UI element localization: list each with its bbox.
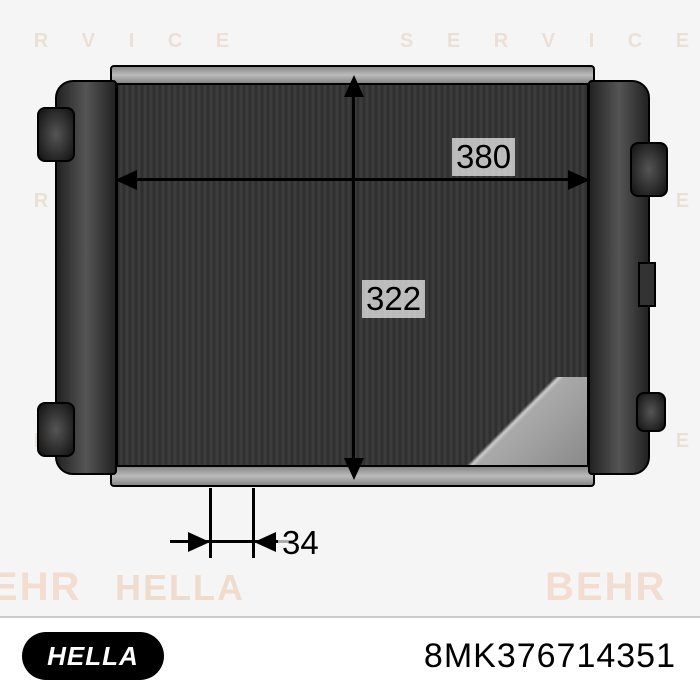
arrow-up-icon bbox=[344, 75, 364, 97]
dim-label-width: 380 bbox=[452, 138, 515, 176]
port-top-left bbox=[37, 107, 75, 162]
arrow-right-icon bbox=[568, 170, 590, 190]
port-bottom-right bbox=[636, 392, 666, 432]
port-top-right bbox=[630, 142, 668, 197]
radiator-tank-right bbox=[588, 80, 650, 475]
footer: HELLA 8MK376714351 bbox=[0, 616, 700, 700]
arrow-left-icon bbox=[115, 170, 137, 190]
arrow-down-icon bbox=[344, 458, 364, 480]
hella-logo: HELLA bbox=[22, 632, 164, 680]
part-number: 8MK376714351 bbox=[424, 637, 676, 676]
port-bottom-left bbox=[37, 402, 75, 457]
dim-label-depth: 34 bbox=[278, 524, 323, 562]
watermark-behr: BEHR bbox=[545, 565, 666, 610]
core-cutaway bbox=[437, 377, 587, 472]
dim-line-height bbox=[352, 80, 355, 475]
watermark-service: S E R V I C E bbox=[0, 30, 243, 53]
watermark-service: S E R V I C E bbox=[400, 30, 700, 53]
mounting-bracket bbox=[638, 262, 656, 307]
arrow-right-icon bbox=[188, 532, 210, 552]
arrow-left-icon bbox=[254, 532, 276, 552]
radiator-tank-left bbox=[55, 80, 117, 475]
hella-logo-text: HELLA bbox=[47, 641, 139, 672]
diagram-area: S E R V I C E S E R V I C E BEHR HELLA S… bbox=[0, 0, 700, 616]
dim-label-height: 322 bbox=[362, 280, 425, 318]
watermark-behr: BEHR bbox=[0, 565, 81, 610]
watermark-hella: HELLA bbox=[115, 567, 245, 609]
